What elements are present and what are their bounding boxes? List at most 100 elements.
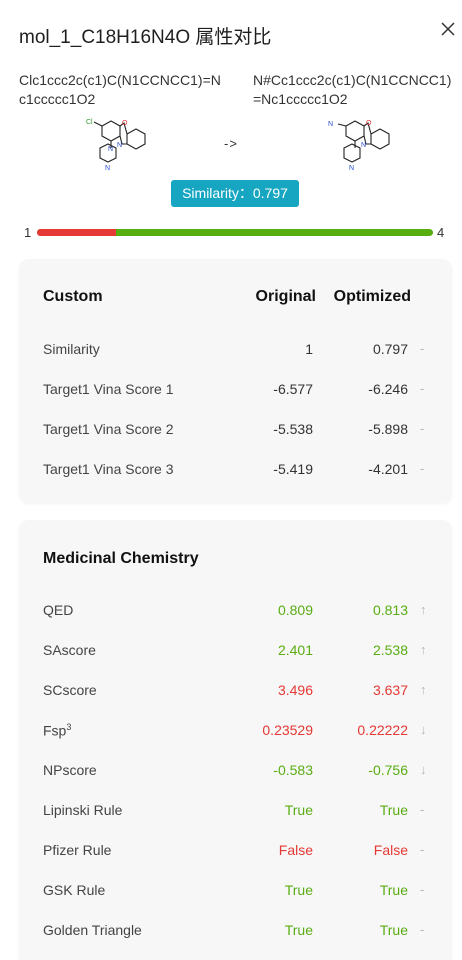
- svg-text:N: N: [349, 165, 354, 172]
- similarity-badge: Similarity：0.797: [171, 180, 299, 207]
- table-row: QED 0.809 0.813 ↑: [19, 602, 452, 624]
- table-row: Target1 Vina Score 1 -6.577 -6.246-: [19, 381, 452, 403]
- property-name: Target1 Vina Score 2: [43, 421, 174, 437]
- original-value: 1: [305, 341, 313, 357]
- property-name-text: Pfizer Rule: [43, 842, 112, 858]
- original-value: False: [278, 842, 313, 858]
- property-name: Similarity: [43, 341, 100, 357]
- original-value: -5.538: [273, 421, 313, 437]
- svg-text:N: N: [117, 142, 122, 149]
- optimized-value: 3.637: [372, 682, 408, 698]
- medicinal-chemistry-card: Medicinal Chemistry QED 0.809 0.813 ↑ SAscor…: [19, 520, 452, 960]
- property-name-text: Golden Triangle: [43, 922, 142, 938]
- optimized-value: False: [373, 842, 408, 858]
- property-name: Lipinski Rule: [43, 802, 122, 818]
- medicinal-chemistry-heading: Medicinal Chemistry: [43, 550, 199, 567]
- property-name: QED: [43, 602, 73, 618]
- table-row: Fsp3 0.23529 0.22222 ↓: [19, 722, 452, 744]
- property-name-text: SCscore: [43, 682, 97, 698]
- trend-indicator: ↑: [420, 642, 427, 657]
- table-row: SCscore 3.496 3.637 ↑: [19, 682, 452, 704]
- optimized-value: True: [379, 882, 408, 898]
- trend-indicator: -: [420, 461, 425, 476]
- optimized-smiles: N#Cc1ccc2c(c1)C(N1CCNCC1)=Nc1ccccc1O2: [253, 72, 452, 107]
- trend-indicator: ↑: [420, 602, 427, 617]
- table-row: SAscore 2.401 2.538 ↑: [19, 642, 452, 664]
- original-value: -6.577: [273, 381, 313, 397]
- optimized-value: -6.246: [368, 381, 408, 397]
- trend-indicator: -: [420, 842, 425, 857]
- table-row: Similarity 1 0.797-: [19, 341, 452, 363]
- optimized-value: True: [379, 802, 408, 818]
- property-name: Golden Triangle: [43, 922, 142, 938]
- table-row: GSK Rule True True -: [19, 882, 452, 904]
- optimized-column-header: Optimized: [333, 288, 411, 305]
- property-name: SCscore: [43, 682, 97, 698]
- svg-text:N: N: [361, 142, 366, 149]
- original-value: 2.401: [277, 642, 313, 658]
- original-value: True: [284, 802, 313, 818]
- table-row: Golden Triangle True True -: [19, 922, 452, 944]
- svg-text:N: N: [105, 165, 110, 172]
- original-value: -0.583: [273, 762, 313, 778]
- optimized-value: -0.756: [368, 762, 408, 778]
- range-max-label: 4: [437, 225, 445, 240]
- optimized-molecule-structure: N O N N: [328, 120, 390, 172]
- trend-indicator: -: [420, 922, 425, 937]
- custom-properties-card: Custom Original Optimized Similarity 1 0.7…: [19, 259, 452, 503]
- property-name-text: NPscore: [43, 762, 97, 778]
- trend-indicator: ↓: [420, 762, 427, 777]
- table-row: Target1 Vina Score 2 -5.538 -5.898-: [19, 421, 452, 443]
- property-name-text: Lipinski Rule: [43, 802, 123, 818]
- original-value: True: [284, 882, 313, 898]
- similarity-range-bar: [37, 229, 433, 236]
- original-column-header: Original: [255, 288, 316, 305]
- property-name: Fsp3: [43, 722, 71, 739]
- trend-indicator: -: [420, 421, 425, 436]
- optimized-value: True: [379, 922, 408, 938]
- close-icon[interactable]: [437, 18, 459, 40]
- trend-indicator: -: [420, 802, 425, 817]
- property-name: Pfizer Rule: [43, 842, 111, 858]
- optimized-value: -4.201: [368, 461, 408, 477]
- trend-indicator: -: [420, 341, 425, 356]
- property-name-text: Fsp: [43, 722, 67, 739]
- optimized-value: 0.22222: [357, 722, 408, 738]
- trend-indicator: ↑: [420, 682, 427, 697]
- custom-heading: Custom: [43, 288, 103, 305]
- optimized-value: -5.898: [368, 421, 408, 437]
- svg-text:N: N: [108, 146, 113, 153]
- original-value: 0.809: [277, 602, 313, 618]
- table-row: Lipinski Rule True True -: [19, 802, 452, 824]
- property-name: SAscore: [43, 642, 96, 658]
- trend-indicator: ↓: [420, 722, 427, 737]
- range-min-label: 1: [24, 225, 32, 240]
- svg-text:O: O: [122, 120, 128, 127]
- range-bar-fill: [37, 229, 117, 236]
- dialog-title: mol_1_C18H16N4O 属性对比: [19, 27, 272, 48]
- property-name-text: SAscore: [43, 642, 96, 658]
- property-superscript: 3: [66, 722, 72, 732]
- optimized-value: 0.797: [372, 341, 408, 357]
- property-name: NPscore: [43, 762, 97, 778]
- svg-text:Cl: Cl: [86, 119, 93, 126]
- original-value: 3.496: [277, 682, 313, 698]
- property-name-text: GSK Rule: [43, 882, 106, 898]
- optimized-value: 2.538: [372, 642, 408, 658]
- svg-text:O: O: [366, 120, 372, 127]
- optimized-value: 0.813: [372, 602, 408, 618]
- original-value: -5.419: [273, 461, 313, 477]
- original-value: 0.23529: [262, 722, 313, 738]
- table-row: NPscore -0.583 -0.756 ↓: [19, 762, 452, 784]
- trend-indicator: -: [420, 882, 425, 897]
- original-molecule-structure: Cl O N N N: [86, 119, 146, 172]
- comparison-arrow: ->: [224, 136, 238, 151]
- svg-text:N: N: [328, 121, 333, 128]
- property-name-text: QED: [43, 602, 74, 618]
- dialog-header: mol_1_C18H16N4O 属性对比: [0, 0, 462, 70]
- property-name: Target1 Vina Score 1: [43, 381, 174, 397]
- trend-indicator: -: [420, 381, 425, 396]
- property-name: Target1 Vina Score 3: [43, 461, 174, 477]
- table-row: Target1 Vina Score 3 -5.419 -4.201-: [19, 461, 452, 483]
- table-row: Pfizer Rule False False -: [19, 842, 452, 864]
